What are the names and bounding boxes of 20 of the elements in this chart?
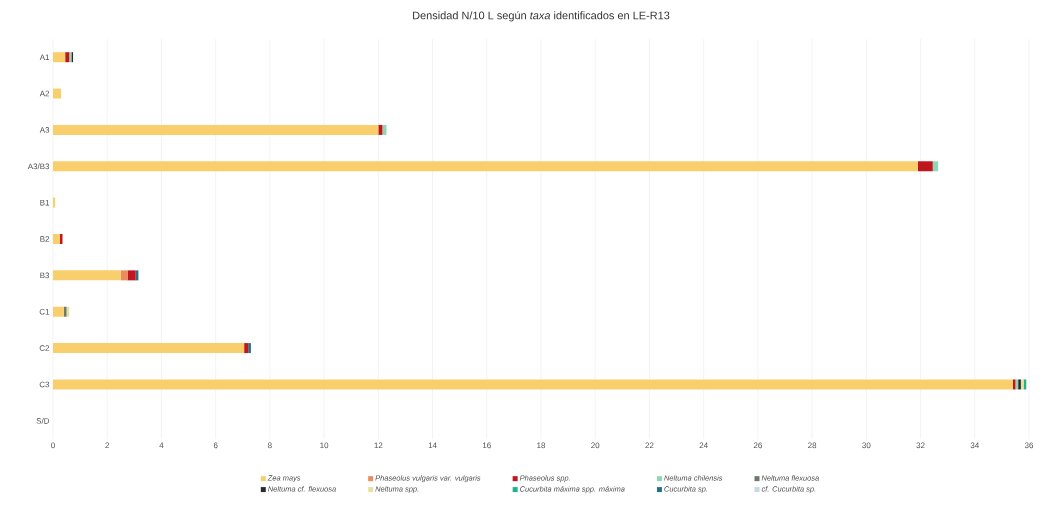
bar [248, 343, 251, 354]
chart-title: Densidad N/10 L según taxa identificados en LE-R13 [413, 11, 670, 22]
bar [65, 52, 70, 63]
bar [53, 343, 245, 354]
bar [120, 270, 128, 281]
bar [53, 52, 66, 63]
bar [53, 379, 1013, 390]
bar [53, 270, 121, 281]
bar [127, 270, 136, 281]
bar [932, 161, 939, 172]
bar [382, 124, 387, 135]
bar [53, 88, 62, 99]
bar [378, 124, 383, 135]
bar [53, 234, 60, 244]
bar [917, 161, 933, 172]
bar [244, 343, 249, 354]
bar [53, 124, 379, 135]
bar [53, 306, 64, 317]
bar [53, 161, 918, 172]
bar [53, 197, 56, 208]
